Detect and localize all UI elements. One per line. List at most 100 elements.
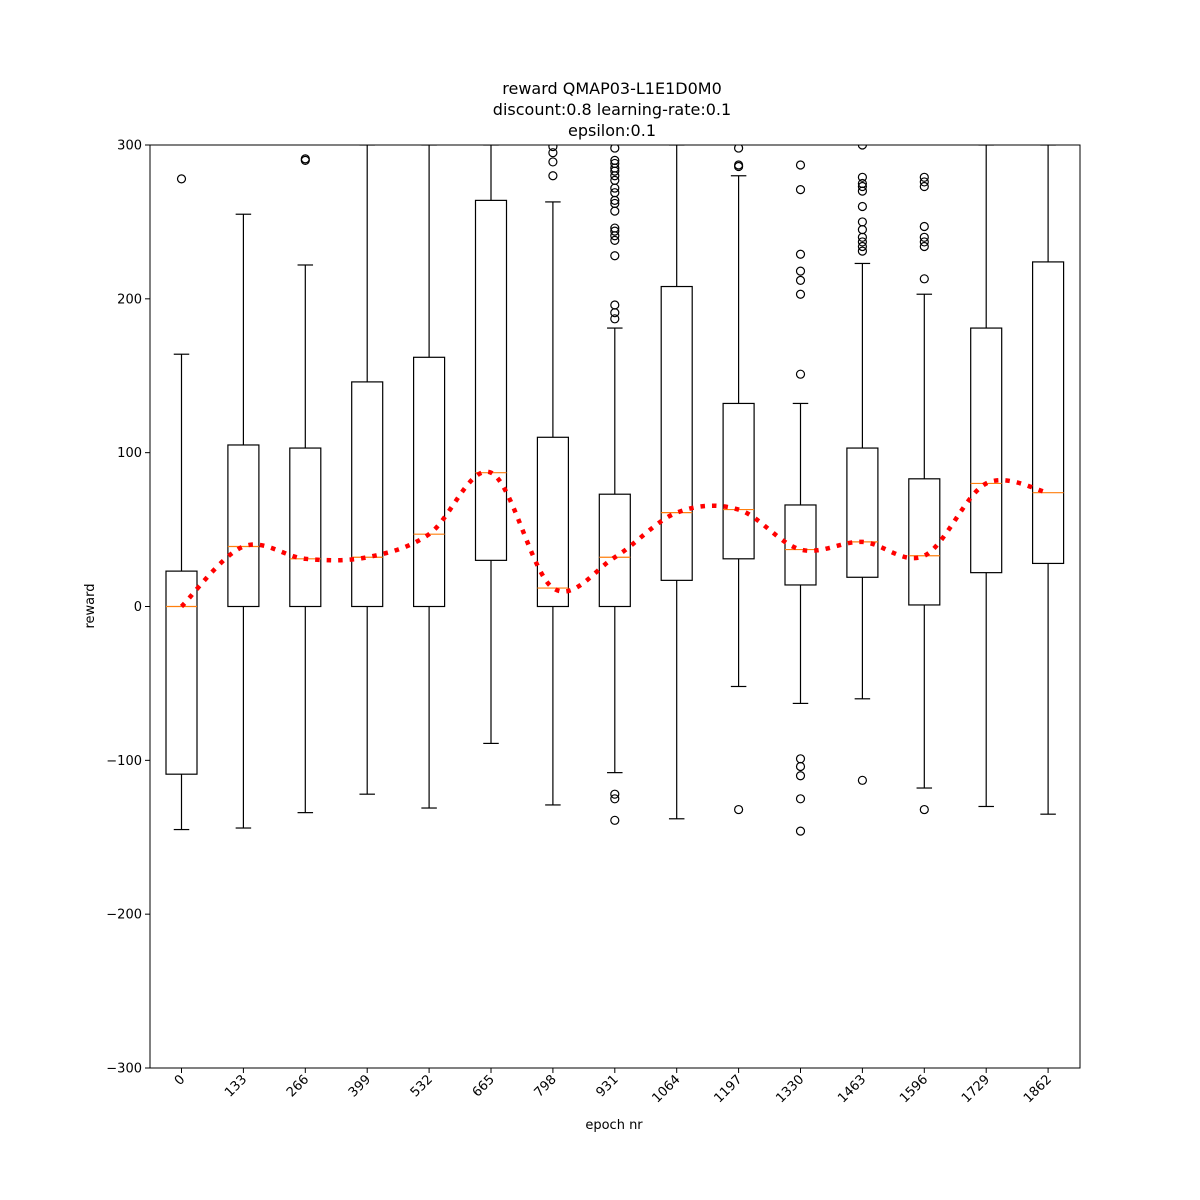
outlier-point xyxy=(610,206,620,216)
outlier-point xyxy=(734,145,744,153)
outlier-point xyxy=(795,275,806,285)
outlier-point xyxy=(857,201,868,212)
outlier-point xyxy=(610,308,620,318)
box-group-931 xyxy=(598,145,631,825)
outlier-point xyxy=(795,249,806,259)
outlier-point xyxy=(795,754,806,764)
x-axis-label: epoch nr xyxy=(585,1118,643,1133)
box xyxy=(1031,261,1065,565)
box-group-665 xyxy=(474,145,508,745)
outlier-point xyxy=(610,815,620,825)
median-trend-line xyxy=(179,469,1049,609)
y-tick-label: −300 xyxy=(106,1062,142,1077)
outlier-point xyxy=(857,246,868,256)
x-tick-label: 665 xyxy=(470,1072,498,1100)
outlier-point xyxy=(857,145,867,150)
box-group-1729 xyxy=(970,145,1003,808)
chart-title: reward QMAP03-L1E1D0M0 discount:0.8 lear… xyxy=(493,79,731,140)
outlier-point xyxy=(548,157,558,167)
outlier-point xyxy=(548,148,558,158)
box xyxy=(413,356,446,608)
x-tick-label: 1729 xyxy=(959,1072,993,1106)
outlier-point xyxy=(610,231,620,241)
x-tick-label: 266 xyxy=(284,1072,312,1100)
outlier-point xyxy=(919,221,929,232)
outlier-point xyxy=(610,251,620,261)
outlier-point xyxy=(919,804,929,815)
outlier-point xyxy=(919,232,929,242)
box-group-1463 xyxy=(846,145,879,785)
box xyxy=(660,285,693,581)
outlier-point xyxy=(919,177,929,187)
outlier-point xyxy=(857,232,868,242)
outlier-point xyxy=(919,181,929,192)
axes: −300 −200 −100 0 100 200 300 0 133 266 399 532 665 79… xyxy=(106,139,1081,1106)
outlier-point xyxy=(610,188,620,198)
x-tick-label: 1197 xyxy=(711,1072,745,1106)
y-tick-label: 0 xyxy=(134,600,142,615)
outlier-point xyxy=(919,237,929,247)
box-group-1330 xyxy=(784,160,817,836)
outlier-point xyxy=(610,198,620,209)
box-group-532 xyxy=(413,145,446,809)
box xyxy=(351,381,384,608)
box xyxy=(474,199,508,561)
y-tick-label: 200 xyxy=(117,292,142,307)
outlier-point xyxy=(548,171,558,181)
x-tick-label: 798 xyxy=(532,1072,560,1100)
box-group-399 xyxy=(351,145,384,795)
box xyxy=(289,447,322,608)
box-group-798 xyxy=(536,145,570,806)
outlier-point xyxy=(857,181,868,192)
outlier-point xyxy=(300,154,310,164)
outlier-point xyxy=(610,226,620,236)
x-tick-label: 0 xyxy=(172,1072,188,1088)
outlier-point xyxy=(610,223,620,233)
box xyxy=(784,504,817,586)
outlier-point xyxy=(795,794,806,804)
box xyxy=(598,493,631,608)
outlier-point xyxy=(919,241,929,252)
outlier-point xyxy=(857,775,868,785)
box xyxy=(846,447,879,578)
box-group-133 xyxy=(227,213,260,829)
x-tick-label: 399 xyxy=(346,1072,374,1100)
outlier-point xyxy=(610,158,620,169)
outlier-point xyxy=(548,145,558,152)
outlier-point xyxy=(610,794,620,804)
x-tick-label: 1064 xyxy=(650,1072,684,1106)
outlier-point xyxy=(610,300,620,310)
plot-area xyxy=(165,145,1065,836)
outlier-point xyxy=(857,237,868,247)
box-group-1596 xyxy=(908,172,941,815)
x-tick-label: 1330 xyxy=(773,1072,807,1106)
outlier-point xyxy=(857,178,868,189)
y-tick-label: −100 xyxy=(106,754,142,769)
y-tick-label: 100 xyxy=(117,446,142,461)
y-tick-label: 300 xyxy=(117,139,142,154)
title-line-3: epsilon:0.1 xyxy=(568,121,656,140)
box-group-1197 xyxy=(722,145,755,815)
outlier-point xyxy=(857,186,868,196)
outlier-point xyxy=(610,171,620,181)
outlier-point xyxy=(857,241,868,252)
box xyxy=(227,444,260,608)
outlier-point xyxy=(610,235,620,245)
box xyxy=(970,327,1003,574)
y-tick-label: −200 xyxy=(106,908,142,923)
outlier-point xyxy=(610,789,620,799)
y-axis-label: reward xyxy=(83,583,98,628)
title-line-1: reward QMAP03-L1E1D0M0 xyxy=(502,79,722,98)
outlier-point xyxy=(795,289,806,299)
box-group-1862 xyxy=(1031,145,1065,815)
x-tick-label: 532 xyxy=(408,1072,436,1100)
outlier-point xyxy=(919,172,929,182)
x-tick-label: 1463 xyxy=(835,1072,869,1106)
outlier-point xyxy=(919,274,929,284)
outlier-point xyxy=(176,174,187,184)
plot-clipped xyxy=(165,145,1065,836)
x-tick-label: 931 xyxy=(593,1072,621,1100)
box xyxy=(722,402,755,560)
outlier-point xyxy=(795,160,806,170)
